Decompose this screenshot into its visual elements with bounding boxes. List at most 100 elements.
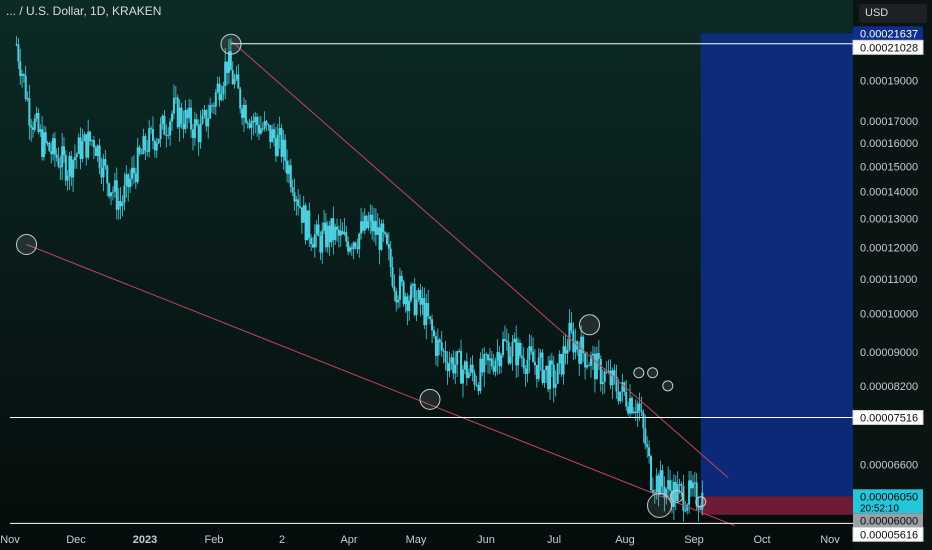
x-tick-label: 2023 [133, 534, 157, 546]
candle-body [163, 115, 166, 135]
candle-body [218, 83, 221, 101]
candle-body [61, 146, 64, 168]
candle-body [269, 125, 272, 143]
y-tick-label: 0.00009000 [860, 347, 918, 359]
candle-body [110, 192, 113, 197]
candle-body [533, 362, 536, 366]
time-axis[interactable]: Nov Dec 2023 Feb 2 Apr May Jun Jul Aug Sep Oct Nov [0, 534, 840, 546]
candle-body [226, 61, 229, 73]
candle-body [53, 138, 56, 155]
candle-body [676, 484, 679, 501]
candle-body [244, 104, 247, 123]
candle-body [397, 299, 400, 303]
y-tick-label: 0.00010000 [860, 309, 918, 321]
point-marker[interactable] [647, 367, 659, 379]
candle-body [477, 385, 480, 392]
candle-body [102, 159, 105, 178]
point-marker[interactable] [670, 489, 684, 503]
trendline[interactable] [230, 40, 729, 478]
candle-body [657, 475, 660, 495]
candle-body [586, 365, 589, 368]
point-marker[interactable] [695, 496, 707, 508]
candle-body [398, 275, 401, 300]
y-tick-label: 0.00015000 [860, 161, 918, 173]
candle-body [115, 180, 118, 210]
candle-body [503, 338, 506, 341]
point-marker[interactable] [419, 388, 441, 410]
candle-body [127, 174, 130, 188]
candle-body [184, 110, 187, 130]
candle-body [550, 360, 553, 365]
candle-body [471, 364, 474, 374]
candle-body [207, 118, 210, 127]
candle-body [653, 492, 656, 494]
point-marker[interactable] [16, 233, 37, 255]
candle-body [640, 410, 643, 413]
candle-body [367, 221, 370, 228]
candle-body [415, 299, 418, 315]
candle-body [24, 75, 27, 100]
candle-body [568, 322, 571, 351]
point-marker[interactable] [633, 367, 645, 379]
candle-body [48, 142, 51, 152]
candle-body [239, 88, 242, 109]
candle-body [678, 483, 681, 485]
currency-button[interactable]: USD [859, 4, 927, 23]
candle-body [363, 215, 366, 231]
candle-body [66, 175, 69, 181]
candle-body [461, 369, 464, 384]
candle-body [91, 140, 94, 142]
y-tick-label: 0.00006600 [860, 460, 918, 472]
candle-body [400, 275, 403, 282]
candle-body [669, 480, 672, 491]
candle-body [33, 118, 36, 130]
candle-body [378, 227, 381, 250]
candle-body [619, 391, 622, 402]
candle-body [220, 94, 223, 101]
candle-body [44, 132, 47, 143]
candle-body [642, 412, 645, 429]
candle-body [564, 346, 567, 354]
price-label: 0.00007516 [860, 412, 918, 424]
candle-body [479, 358, 482, 392]
point-marker[interactable] [220, 33, 242, 55]
candle-body [106, 165, 109, 184]
price-axis[interactable]: 0.00006600 0.00008200 0.00009000 0.00010000… [853, 0, 932, 550]
candle-series [15, 36, 704, 522]
candle-body [172, 97, 175, 114]
candle-body [682, 486, 685, 511]
candle-body [119, 200, 122, 207]
candle-body [365, 215, 368, 228]
trendline[interactable] [26, 244, 735, 527]
candle-body [695, 482, 698, 507]
candle-body [81, 141, 84, 160]
candle-body [280, 128, 283, 157]
price-label: 0.00006050 [860, 491, 918, 503]
price-label: 0.00006000 [860, 515, 918, 527]
candle-body [515, 338, 518, 366]
bar-countdown: 20:52:10 [860, 503, 899, 514]
candle-body [566, 350, 569, 354]
candle-body [337, 229, 340, 236]
point-marker[interactable] [647, 492, 672, 518]
x-tick-label: Sep [684, 534, 704, 546]
candle-body [87, 131, 90, 158]
candle-body [89, 131, 92, 142]
candle-body [21, 74, 24, 76]
price-label-badge [853, 489, 923, 514]
candle-body [92, 140, 95, 148]
candle-body [131, 167, 134, 179]
candle-body [406, 296, 409, 312]
point-marker[interactable] [579, 314, 600, 336]
candle-body [384, 232, 387, 235]
candle-body [259, 128, 262, 134]
candle-body [475, 384, 478, 386]
candle-body [132, 167, 135, 174]
point-marker[interactable] [662, 380, 674, 392]
candle-body [595, 353, 598, 380]
candle-body [627, 406, 630, 414]
candle-body [308, 210, 311, 239]
candle-body [638, 403, 641, 411]
candle-body [450, 357, 453, 364]
